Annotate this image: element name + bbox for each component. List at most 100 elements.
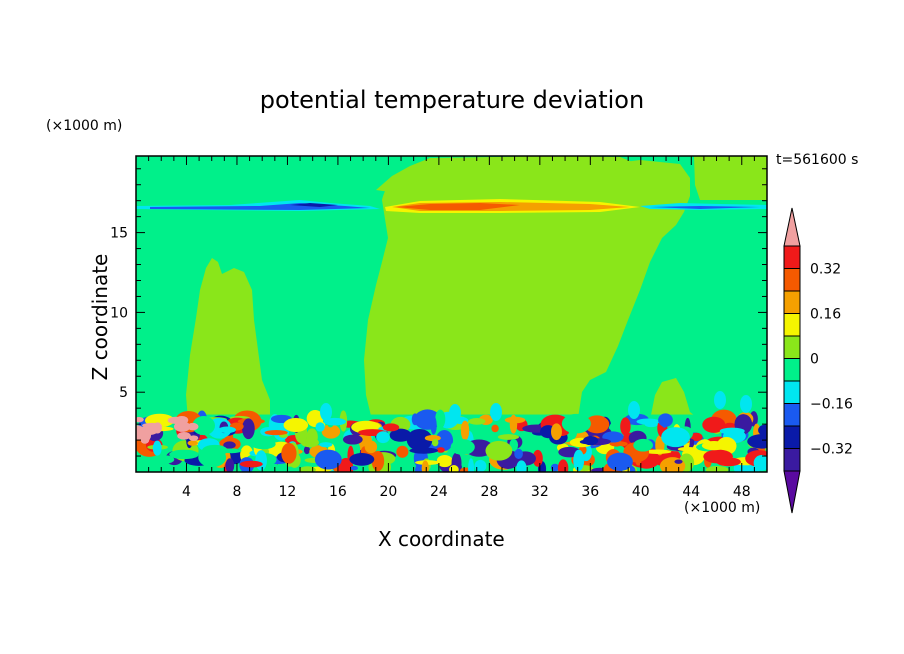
bl-eddy	[557, 459, 569, 472]
y-unit-label: (×1000 m)	[46, 118, 123, 134]
bl-eddy	[449, 465, 459, 472]
bl-eddy	[551, 423, 562, 441]
bl-eddy	[411, 413, 419, 426]
bl-eddy	[299, 466, 316, 472]
bl-eddy	[389, 428, 412, 442]
bl-eddy	[636, 418, 660, 425]
bl-eddy	[753, 455, 767, 471]
colorbar-segment	[783, 403, 801, 427]
colorbar-tick-label: −0.32	[810, 442, 853, 458]
bl-eddy	[223, 441, 236, 449]
bl-eddy	[169, 449, 199, 460]
colorbar-segment	[783, 290, 801, 314]
x-axis-label: X coordinate	[378, 527, 505, 551]
colorbar-tick-label: −0.16	[810, 397, 853, 413]
x-tick-label: 8	[232, 484, 241, 500]
bl-eddy	[561, 413, 591, 434]
plume-top	[376, 156, 640, 192]
bl-eddy	[460, 420, 470, 441]
bl-eddy	[633, 438, 653, 452]
colorbar-segment	[783, 380, 801, 404]
boundary-layer	[136, 391, 767, 472]
x-tick-label: 40	[632, 484, 650, 500]
bl-eddy	[719, 427, 745, 435]
bl-eddy	[239, 460, 263, 468]
bl-eddy	[364, 440, 378, 454]
bl-eddy	[609, 441, 628, 447]
colorbar: 0.32 0.16 0 −0.16 −0.32	[783, 207, 853, 514]
bl-eddy	[382, 423, 400, 432]
chart-title: potential temperature deviation	[259, 86, 645, 114]
colorbar-segment	[783, 358, 801, 382]
bl-wisp	[714, 391, 726, 409]
band-pos-core	[396, 203, 520, 210]
bl-eddy	[409, 447, 439, 454]
plume-bottomright	[650, 378, 700, 420]
bl-eddy	[187, 440, 198, 446]
bl-eddy	[620, 417, 631, 436]
bl-eddy	[192, 415, 216, 436]
bl-eddy	[319, 442, 333, 448]
x-tick-label: 12	[279, 484, 297, 500]
bl-eddy	[705, 466, 729, 472]
bl-eddy	[701, 440, 727, 451]
bl-eddy	[202, 444, 228, 457]
colorbar-segment	[783, 313, 801, 337]
bl-eddy	[690, 432, 703, 442]
bl-eddy	[349, 452, 375, 466]
bl-eddy	[303, 446, 310, 455]
bl-eddy	[376, 431, 390, 444]
bl-eddy	[264, 430, 288, 436]
bl-eddy	[702, 416, 726, 433]
bl-eddy-hot	[177, 431, 191, 440]
bl-eddy	[468, 417, 486, 425]
bl-eddy	[300, 437, 319, 448]
colorbar-segment	[783, 335, 801, 359]
bl-eddy	[218, 426, 236, 434]
bl-eddy-hot	[142, 422, 162, 429]
bl-eddy	[421, 460, 429, 472]
bl-eddy	[661, 427, 690, 448]
colorbar-min-arrow	[783, 470, 801, 514]
bl-eddy	[255, 450, 267, 471]
bl-eddy	[514, 448, 523, 459]
x-tick-label: 28	[480, 484, 498, 500]
x-tick-label: 20	[379, 484, 397, 500]
bl-eddy	[156, 455, 175, 464]
bl-eddy	[431, 438, 439, 447]
band-neg-left-deep	[290, 203, 338, 207]
bl-eddy	[152, 440, 162, 456]
bl-eddy	[573, 449, 585, 472]
bl-eddy	[350, 465, 358, 471]
bl-eddy	[281, 442, 297, 464]
bl-wisp	[320, 403, 332, 421]
bl-eddy-hot	[136, 425, 144, 433]
x-tick-label: 48	[733, 484, 751, 500]
bl-wisp	[628, 401, 640, 419]
bl-eddy	[677, 446, 698, 452]
heatmap-field	[136, 156, 767, 472]
plume-left	[186, 258, 270, 420]
bl-eddy	[762, 415, 767, 424]
x-tick-label: 24	[430, 484, 448, 500]
x-ticks: 4 8 12 16 20 24 28 32 36 40 44 48	[148, 156, 755, 500]
colorbar-segment	[783, 425, 801, 449]
plume-right	[364, 160, 690, 420]
bl-eddy-hot	[141, 429, 152, 441]
colorbar-max-arrow	[783, 207, 801, 247]
bl-eddy	[321, 424, 341, 439]
bl-eddy	[584, 415, 610, 434]
bl-eddy	[396, 445, 409, 458]
bl-eddy	[758, 424, 767, 437]
bl-eddy	[314, 449, 342, 470]
bl-eddy	[716, 457, 741, 467]
bl-eddy	[450, 439, 475, 455]
y-tick-label: 5	[119, 385, 128, 401]
bl-eddy	[485, 440, 513, 461]
bl-eddy-hot	[136, 416, 144, 423]
bl-eddy	[661, 418, 668, 428]
bl-eddy	[474, 459, 487, 472]
colorbar-segment	[783, 448, 801, 472]
bl-eddy-hot	[188, 435, 199, 441]
